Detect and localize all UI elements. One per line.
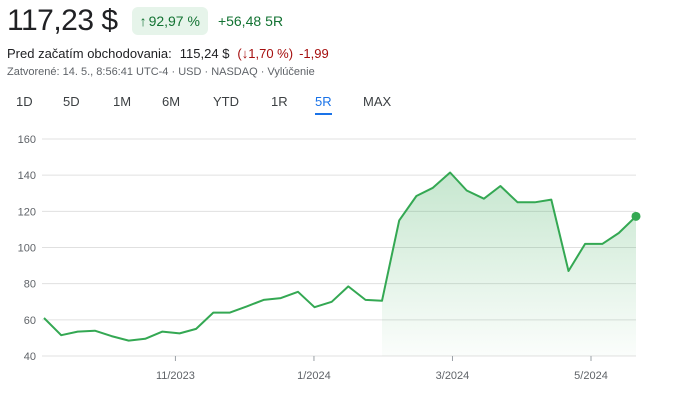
price-line bbox=[43, 171, 637, 342]
x-tick-label: 3/2024 bbox=[436, 370, 470, 382]
current-price: 117,23 $ bbox=[7, 4, 118, 37]
tab-1m[interactable]: 1M bbox=[113, 94, 132, 109]
x-tick-label: 11/2023 bbox=[156, 370, 195, 382]
change-period: 5R bbox=[265, 13, 284, 29]
tab-1r[interactable]: 1R bbox=[271, 94, 288, 109]
y-tick-label: 120 bbox=[18, 206, 36, 218]
arrow-up-icon: ↑ bbox=[139, 13, 147, 29]
market-status: Zatvorené: 14. 5., 8:56:41 UTC-4 · USD ·… bbox=[7, 66, 315, 78]
percent-change-badge: ↑ 92,97 % bbox=[131, 7, 208, 35]
y-tick-label: 80 bbox=[24, 279, 36, 291]
tab-1d[interactable]: 1D bbox=[16, 94, 33, 109]
absolute-change: +56,48 5R bbox=[218, 13, 283, 29]
x-tick-label: 1/2024 bbox=[297, 370, 331, 382]
price-area-fill bbox=[382, 172, 636, 356]
premarket-absolute: -1,99 bbox=[299, 46, 329, 61]
tab-max[interactable]: MAX bbox=[363, 94, 392, 109]
tab-5d[interactable]: 5D bbox=[63, 94, 80, 109]
premarket-price: 115,24 $ bbox=[179, 46, 230, 61]
x-tick-label: 5/2024 bbox=[574, 370, 608, 382]
y-tick-label: 160 bbox=[18, 134, 36, 146]
current-price-marker bbox=[631, 211, 641, 221]
premarket-label: Pred začatím obchodovania: bbox=[7, 46, 172, 61]
y-tick-label: 140 bbox=[18, 170, 36, 182]
y-tick-label: 40 bbox=[24, 351, 36, 363]
absolute-change-value: +56,48 bbox=[217, 13, 262, 29]
y-tick-label: 100 bbox=[18, 243, 36, 255]
tab-5r[interactable]: 5R bbox=[315, 92, 332, 115]
premarket-row: Pred začatím obchodovania: 115,24 $ (↓1,… bbox=[7, 46, 329, 61]
tab-ytd[interactable]: YTD bbox=[213, 94, 239, 109]
tab-6m[interactable]: 6M bbox=[162, 94, 181, 109]
quote-header: 117,23 $ ↑ 92,97 % +56,48 5R bbox=[7, 2, 283, 40]
y-tick-label: 60 bbox=[24, 315, 36, 327]
premarket-percent: (↓1,70 %) bbox=[237, 46, 294, 61]
percent-change-value: 92,97 % bbox=[148, 13, 200, 29]
